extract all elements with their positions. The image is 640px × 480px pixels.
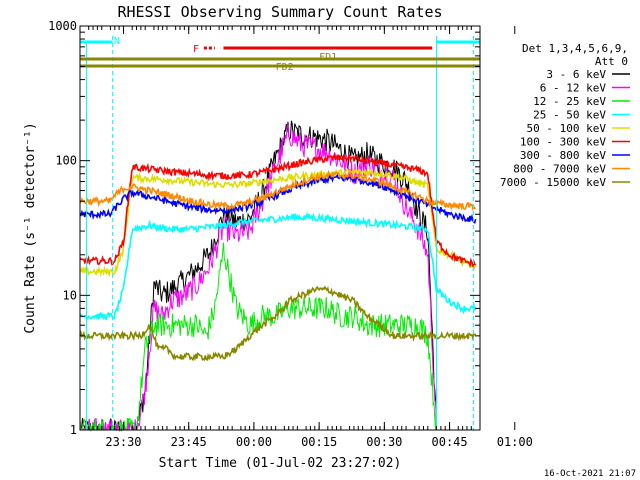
fd1-label: FD1 [319, 52, 337, 63]
flare-label: F [193, 44, 199, 55]
generation-timestamp: 16-Oct-2021 21:07 [544, 469, 636, 479]
legend-label: 300 - 800 keV [520, 149, 606, 162]
legend-label: 800 - 7000 keV [513, 163, 606, 176]
legend-label: 3 - 6 keV [546, 68, 606, 81]
chart-title: RHESSI Observing Summary Count Rates [117, 3, 442, 21]
observing-bars: N F FD1 FD2 [80, 36, 480, 430]
night-label: N [114, 36, 120, 47]
series-line [79, 120, 437, 432]
y-axis: 1 10 100 1000 [48, 19, 480, 437]
plot-frame [79, 25, 481, 431]
fd2-label: FD2 [276, 62, 294, 73]
y-tick-label: 1000 [48, 19, 77, 33]
x-tick-label: 00:15 [301, 435, 337, 449]
series-line [79, 152, 477, 268]
y-axis-label: Count Rate (s⁻¹ detector⁻¹) [23, 122, 38, 333]
x-tick-label: 00:00 [236, 435, 272, 449]
legend-label: 12 - 25 keV [533, 95, 606, 108]
x-tick-label: 00:30 [366, 435, 402, 449]
x-tick-label: 00:45 [432, 435, 468, 449]
x-axis-label: Start Time (01-Jul-02 23:27:02) [159, 456, 402, 471]
x-tick-label: 23:45 [171, 435, 207, 449]
series-line [79, 125, 437, 431]
y-tick-label: 10 [63, 288, 77, 302]
y-tick-label: 100 [55, 154, 77, 168]
series-line [79, 173, 477, 225]
series-line [79, 169, 476, 212]
plot-border [79, 25, 481, 431]
x-axis: 23:30 23:45 00:00 00:15 00:30 00:45 01:00 [79, 26, 533, 449]
x-tick-label: 23:30 [105, 435, 141, 449]
series-line [79, 285, 477, 362]
legend-header: Att 0 [595, 55, 628, 68]
x-tick-label: 01:00 [497, 435, 533, 449]
legend-label: 7000 - 15000 keV [500, 176, 606, 189]
legend-label: 100 - 300 keV [520, 136, 606, 149]
legend-label: 25 - 50 keV [533, 109, 606, 122]
series-line [79, 168, 477, 278]
y-tick-label: 1 [70, 423, 77, 437]
legend-label: 50 - 100 keV [527, 122, 607, 135]
legend-header: Det 1,3,4,5,6,9, [522, 42, 628, 55]
series-line [79, 211, 477, 322]
legend-label: 6 - 12 keV [540, 82, 607, 95]
data-lines [79, 120, 477, 432]
